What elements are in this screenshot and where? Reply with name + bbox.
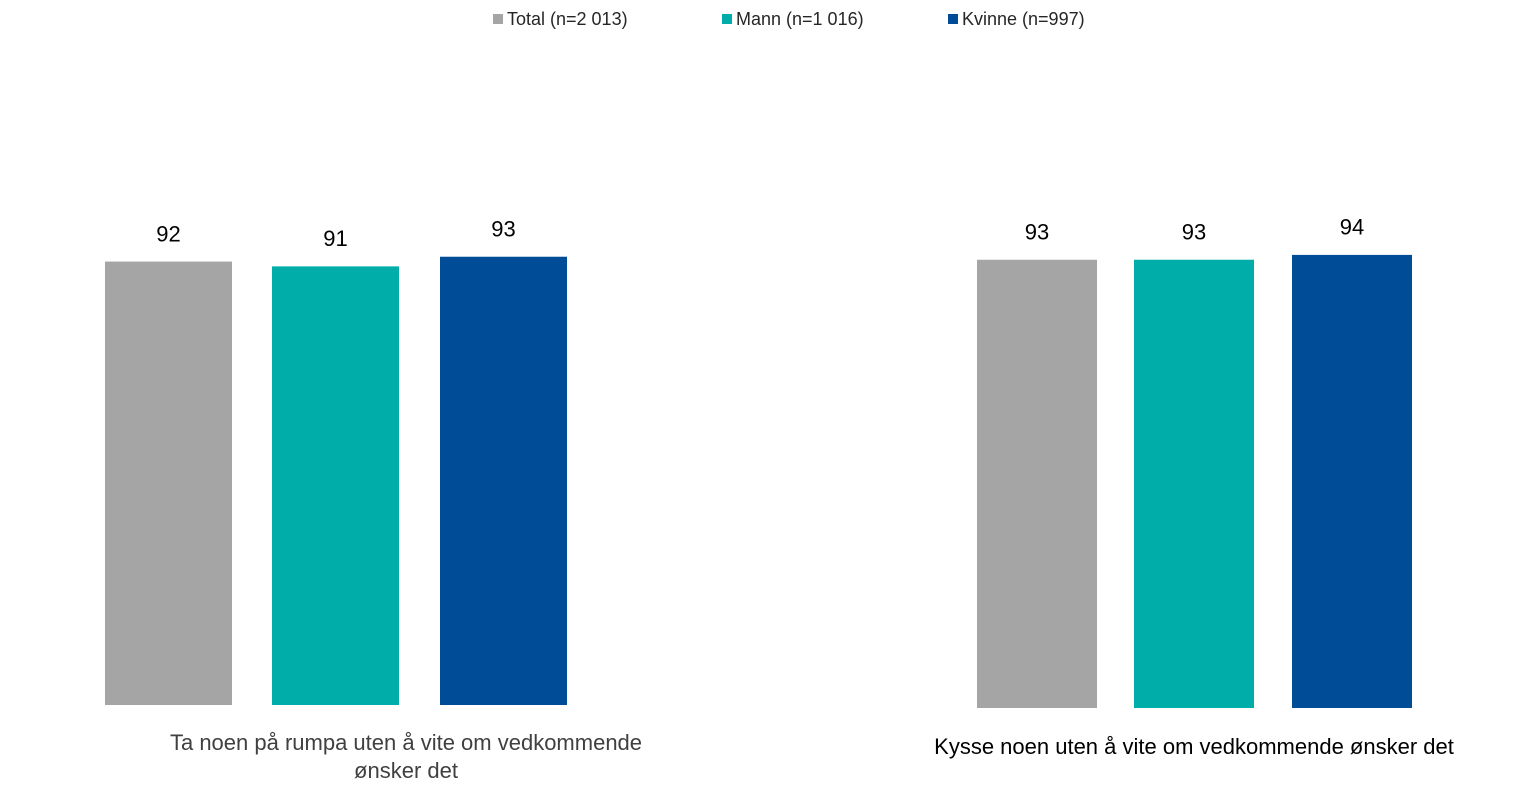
- category-label: Ta noen på rumpa uten å vite om vedkomme…: [169, 730, 643, 783]
- bar: [1292, 254, 1412, 709]
- value-label: 93: [1182, 220, 1206, 245]
- bar: [440, 256, 567, 705]
- legend-label: Mann (n=1 016): [736, 9, 864, 29]
- category-label: Kysse noen uten å vite om vedkommende øn…: [934, 734, 1454, 759]
- value-label: 93: [491, 217, 515, 242]
- value-label: 94: [1340, 215, 1364, 240]
- legend-label: Kvinne (n=997): [962, 9, 1085, 29]
- legend-swatch: [948, 14, 958, 24]
- legend-swatch: [493, 14, 503, 24]
- bar: [977, 259, 1097, 708]
- value-label: 93: [1025, 220, 1049, 245]
- bar: [272, 266, 399, 705]
- bar: [1134, 259, 1254, 708]
- value-label: 91: [323, 226, 347, 251]
- legend-label: Total (n=2 013): [507, 9, 628, 29]
- value-label: 92: [156, 221, 180, 246]
- legend-swatch: [722, 14, 732, 24]
- bar: [105, 261, 232, 705]
